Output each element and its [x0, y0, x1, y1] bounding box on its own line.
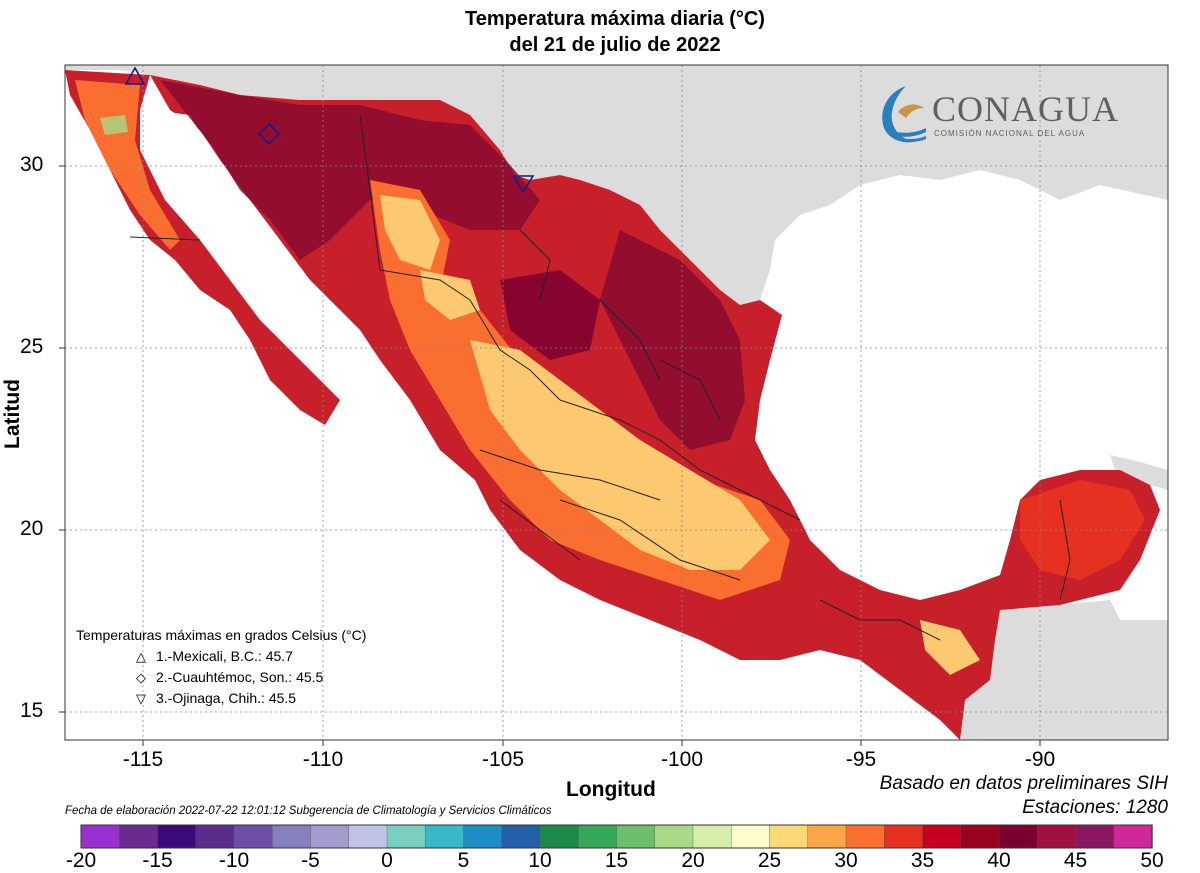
colorbar	[80, 824, 1153, 849]
mild-baja-north	[100, 115, 128, 135]
grid-lines	[65, 65, 1168, 740]
mild-durango	[420, 270, 480, 320]
y-tick-label: 25	[20, 335, 44, 358]
very-hot-central-north	[500, 270, 600, 360]
legend-item: △ 1.-Mexicali, B.C.: 45.7	[76, 646, 366, 667]
chart-title-line1: Temperatura máxima diaria (°C)	[465, 8, 765, 30]
colorbar-tick-label: 10	[528, 849, 552, 872]
x-tick-label: -100	[660, 748, 704, 771]
colorbar-tick-label: 15	[604, 849, 629, 872]
data-source-note: Basado en datos preliminares SIH	[879, 773, 1168, 794]
warm-baja	[75, 80, 180, 250]
colorbar-tick-label: 50	[1140, 849, 1164, 872]
x-tick-label: -115	[122, 748, 164, 771]
cuba-land	[1110, 455, 1168, 490]
colorbar-tick-label: 25	[757, 849, 782, 872]
y-tick-label: 15	[20, 699, 44, 722]
colorbar-swatch	[845, 824, 885, 849]
colorbar-swatch	[731, 824, 771, 849]
colorbar-tick-label: 35	[910, 849, 935, 872]
legend-item: ▽ 3.-Ojinaga, Chih.: 45.5	[76, 688, 366, 709]
colorbar-tick-label: 45	[1063, 849, 1088, 872]
logo-name: CONAGUA	[932, 89, 1119, 129]
colorbar-tick-label: 40	[987, 849, 1011, 872]
x-axis-label: Longitud	[566, 778, 656, 801]
colorbar-tick-label: -15	[142, 849, 173, 872]
colorbar-swatch	[195, 824, 235, 849]
warm-yucatan	[1020, 480, 1145, 580]
colorbar-tick-label: 0	[381, 849, 393, 872]
colorbar-tick-label: 30	[834, 849, 858, 872]
mild-chiapas	[920, 620, 980, 675]
map-frame	[64, 64, 1169, 741]
central-america-land	[960, 600, 1168, 740]
colorbar-tick-label: -20	[65, 849, 97, 872]
colorbar-swatch	[310, 824, 350, 849]
very-hot-north	[160, 80, 540, 260]
y-tick-label: 30	[20, 153, 44, 176]
mexicali-marker	[124, 66, 146, 85]
colorbar-swatch	[539, 824, 579, 849]
colorbar-swatch	[119, 824, 159, 849]
colorbar-swatch	[1113, 824, 1153, 849]
colorbar-swatch	[157, 824, 197, 849]
colorbar-tick-label: 20	[681, 849, 705, 872]
colorbar-swatch	[692, 824, 732, 849]
chart-title-line2: del 21 de julio de 2022	[509, 34, 721, 56]
x-tick-label: -105	[481, 748, 525, 771]
logo-subtitle: COMISIÓN NACIONAL DEL AGUA	[934, 129, 1086, 138]
legend-item: ◇ 2.-Cuauhtémoc, Son.: 45.5	[76, 667, 366, 688]
colorbar-swatch	[998, 824, 1038, 849]
colorbar-swatch	[501, 824, 541, 849]
colorbar-tick-label: -5	[301, 849, 320, 872]
stations-count: Estaciones: 1280	[1022, 797, 1168, 818]
colorbar-swatch	[654, 824, 694, 849]
triangle-down-icon: ▽	[136, 691, 146, 706]
ojinaga-marker	[511, 175, 535, 194]
x-tick-label: -90	[1024, 748, 1056, 771]
y-axis-label: Latitud	[1, 379, 24, 449]
diamond-icon: ◇	[136, 670, 146, 685]
mild-plateau	[470, 340, 770, 570]
colorbar-swatch	[233, 824, 273, 849]
gulf-of-california	[150, 110, 385, 390]
colorbar-tick-label: 5	[457, 849, 470, 872]
y-tick-label: 20	[20, 517, 44, 540]
colorbar-swatch	[884, 824, 924, 849]
colorbar-swatch	[80, 824, 120, 849]
colorbar-swatch	[272, 824, 312, 849]
colorbar-swatch	[960, 824, 1000, 849]
colorbar-swatch	[769, 824, 809, 849]
colorbar-swatch	[1075, 824, 1115, 849]
legend-heading: Temperaturas máximas en grados Celsius (…	[76, 627, 367, 643]
x-tick-label: -95	[845, 748, 877, 771]
colorbar-frame	[80, 824, 1153, 849]
colorbar-tick-label: -10	[218, 849, 250, 872]
legend-item-text: 1.-Mexicali, B.C.: 45.7	[156, 648, 293, 664]
colorbar-swatch	[578, 824, 618, 849]
triangle-up-icon: △	[136, 649, 146, 664]
tick-marks	[59, 165, 1041, 746]
colorbar-swatch	[425, 824, 465, 849]
colorbar-swatch	[616, 824, 656, 849]
conagua-logo-icon	[882, 86, 926, 143]
very-hot-northeast	[600, 230, 745, 450]
stations-legend: Temperaturas máximas en grados Celsius (…	[76, 625, 366, 709]
colorbar-swatch	[348, 824, 388, 849]
colorbar-swatch	[1037, 824, 1077, 849]
creation-date-note: Fecha de elaboración 2022-07-22 12:01:12…	[65, 805, 552, 817]
state-borders	[129, 114, 1071, 641]
colorbar-swatch	[386, 824, 426, 849]
x-tick-label: -110	[302, 748, 344, 771]
colorbar-swatch	[922, 824, 962, 849]
legend-item-text: 2.-Cuauhtémoc, Son.: 45.5	[156, 669, 324, 685]
legend-item-text: 3.-Ojinaga, Chih.: 45.5	[156, 690, 297, 706]
colorbar-swatch	[463, 824, 503, 849]
colorbar-swatch	[807, 824, 847, 849]
cuauhtemoc-marker	[257, 122, 281, 146]
mild-sierra	[380, 195, 440, 270]
